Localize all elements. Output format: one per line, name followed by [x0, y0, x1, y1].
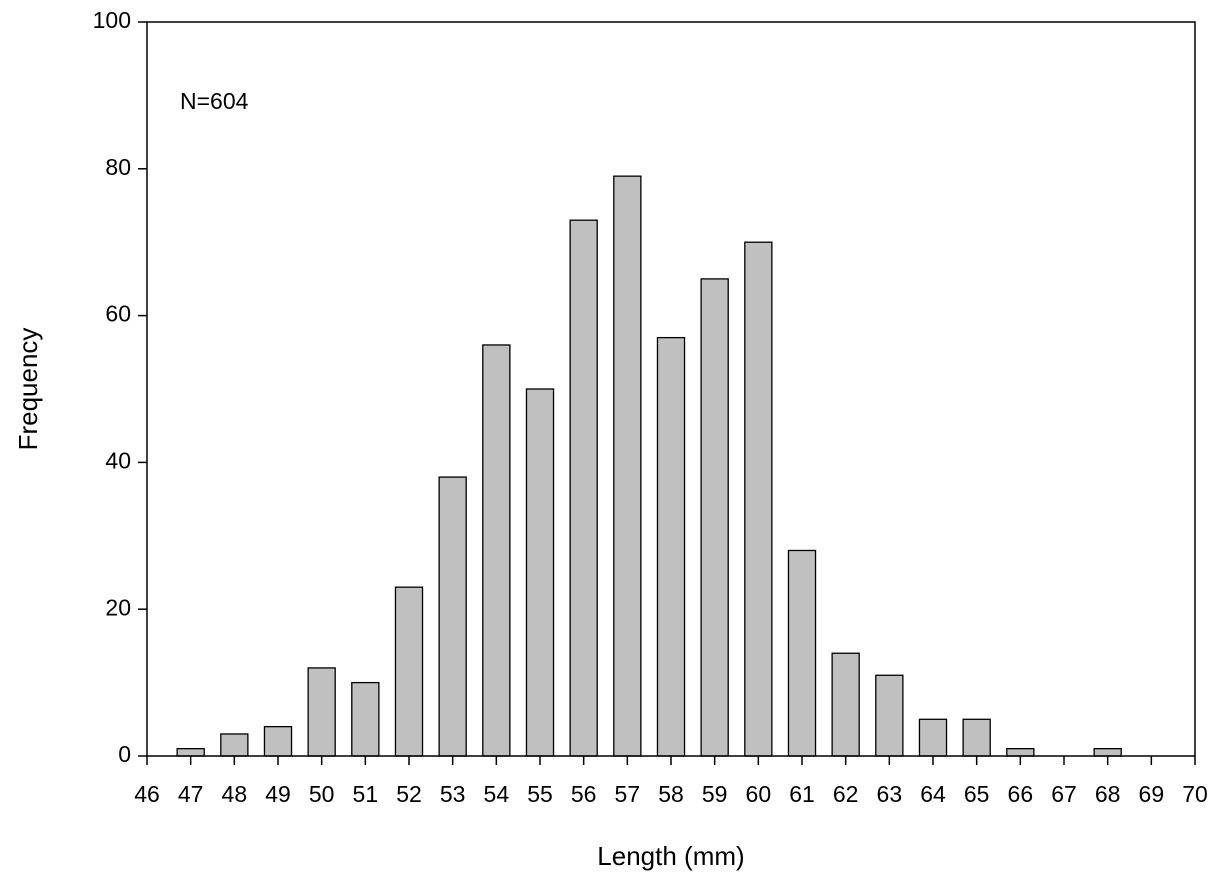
x-tick-label: 59	[702, 781, 728, 807]
y-tick-label: 40	[105, 447, 131, 473]
bar	[438, 476, 467, 757]
bar	[613, 175, 642, 757]
x-tick-label: 46	[134, 781, 160, 807]
x-tick-label: 65	[964, 781, 990, 807]
x-tick-label: 48	[222, 781, 248, 807]
bar	[263, 725, 293, 757]
x-tick-label: 52	[396, 781, 422, 807]
x-tick-label: 66	[1008, 781, 1034, 807]
bar	[831, 652, 860, 757]
x-tick-label: 60	[746, 781, 772, 807]
x-tick-label: 49	[265, 781, 291, 807]
y-tick-label: 100	[93, 7, 131, 33]
x-tick-label: 68	[1095, 781, 1121, 807]
bar	[744, 241, 773, 757]
x-tick-label: 47	[178, 781, 204, 807]
annotation: N=604	[180, 88, 249, 114]
bar	[1006, 748, 1035, 757]
y-tick-label: 0	[118, 741, 131, 767]
x-tick-label: 57	[615, 781, 641, 807]
x-tick-label: 51	[353, 781, 379, 807]
x-tick-label: 55	[527, 781, 553, 807]
x-tick-label: 62	[833, 781, 859, 807]
x-axis-label: Length (mm)	[597, 841, 744, 871]
bar	[176, 748, 205, 757]
x-tick-label: 70	[1182, 781, 1208, 807]
bar	[569, 219, 598, 757]
y-tick-label: 80	[105, 154, 131, 180]
bar	[220, 733, 249, 757]
bar	[787, 549, 817, 757]
x-tick-label: 53	[440, 781, 466, 807]
x-tick-label: 58	[658, 781, 684, 807]
bar	[394, 586, 424, 757]
y-axis-label: Frequency	[13, 328, 43, 451]
y-tick-label: 60	[105, 301, 131, 327]
bar	[1093, 748, 1122, 757]
x-tick-label: 64	[920, 781, 946, 807]
x-tick-label: 56	[571, 781, 597, 807]
x-tick-label: 67	[1051, 781, 1077, 807]
bar	[700, 278, 729, 757]
bar	[307, 667, 336, 757]
y-tick-label: 20	[105, 594, 131, 620]
x-tick-label: 63	[877, 781, 903, 807]
x-tick-label: 54	[484, 781, 510, 807]
bar	[918, 718, 948, 757]
x-tick-label: 50	[309, 781, 335, 807]
x-tick-label: 61	[789, 781, 815, 807]
bar	[875, 674, 904, 757]
bar	[482, 344, 511, 757]
bar	[351, 681, 380, 757]
bar	[656, 336, 686, 757]
bar	[525, 388, 555, 757]
bar	[962, 718, 991, 757]
x-tick-label: 69	[1139, 781, 1165, 807]
